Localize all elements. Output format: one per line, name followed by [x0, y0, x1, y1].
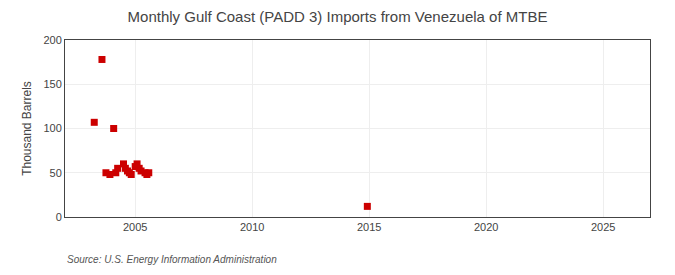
svg-text:2010: 2010 [240, 221, 264, 233]
svg-text:Monthly Gulf Coast (PADD 3) Im: Monthly Gulf Coast (PADD 3) Imports from… [128, 8, 548, 25]
svg-text:100: 100 [43, 122, 61, 134]
svg-text:2015: 2015 [357, 221, 381, 233]
svg-text:0: 0 [56, 211, 62, 223]
svg-text:50: 50 [50, 167, 62, 179]
svg-text:2025: 2025 [591, 221, 615, 233]
svg-text:2020: 2020 [474, 221, 498, 233]
svg-text:Thousand Barrels: Thousand Barrels [20, 81, 34, 176]
svg-text:2005: 2005 [123, 221, 147, 233]
svg-text:200: 200 [43, 34, 61, 46]
svg-text:Source: U.S. Energy Informatio: Source: U.S. Energy Information Administ… [67, 254, 277, 265]
svg-text:150: 150 [43, 78, 61, 90]
